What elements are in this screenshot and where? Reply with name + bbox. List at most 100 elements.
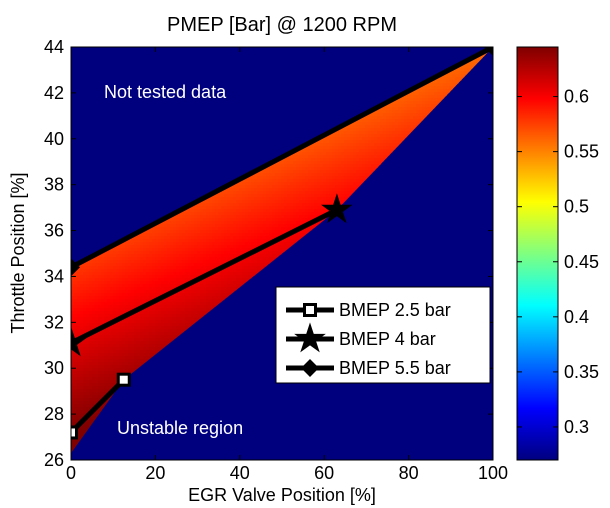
heatmap-cell	[119, 293, 123, 297]
heatmap-cell	[98, 284, 102, 288]
heatmap-cell	[113, 338, 117, 342]
heatmap-cell	[128, 248, 132, 252]
heatmap-cell	[92, 317, 96, 321]
heatmap-cell	[110, 254, 114, 258]
heatmap-cell	[107, 356, 111, 360]
heatmap-cell	[92, 371, 96, 375]
heatmap-cell	[83, 362, 87, 366]
heatmap-cell	[107, 332, 111, 336]
heatmap-cell	[89, 278, 93, 282]
heatmap-cell	[101, 254, 105, 258]
heatmap-cell	[122, 299, 126, 303]
heatmap-cell	[92, 263, 96, 267]
heatmap-cell	[89, 287, 93, 291]
heatmap-cell	[92, 320, 96, 324]
heatmap-cell	[80, 317, 84, 321]
heatmap-cell	[101, 392, 105, 396]
heatmap-cell	[83, 269, 87, 273]
heatmap-cell	[107, 368, 111, 372]
heatmap-cell	[122, 332, 126, 336]
heatmap-cell	[71, 413, 75, 417]
heatmap-cell	[110, 341, 114, 345]
heatmap-cell	[80, 410, 84, 414]
heatmap-cell	[101, 407, 105, 411]
heatmap-cell	[89, 296, 93, 300]
heatmap-cell	[74, 389, 78, 393]
heatmap-cell	[101, 332, 105, 336]
heatmap-cell	[77, 302, 81, 306]
heatmap-cell	[104, 308, 108, 312]
heatmap-cell	[122, 323, 126, 327]
heatmap-cell	[83, 428, 87, 432]
heatmap-cell	[83, 275, 87, 279]
heatmap-cell	[92, 308, 96, 312]
heatmap-cell	[71, 389, 75, 393]
heatmap-cell	[71, 281, 75, 285]
heatmap-cell	[125, 323, 129, 327]
heatmap-cell	[119, 299, 123, 303]
heatmap-cell	[74, 383, 78, 387]
heatmap-cell	[101, 341, 105, 345]
heatmap-cell	[119, 365, 123, 369]
heatmap-cell	[80, 374, 84, 378]
heatmap-cell	[128, 251, 132, 255]
heatmap-cell	[98, 377, 102, 381]
heatmap-cell	[113, 299, 117, 303]
heatmap-cell	[89, 359, 93, 363]
heatmap-cell	[107, 359, 111, 363]
heatmap-cell	[125, 362, 129, 366]
heatmap-cell	[74, 284, 78, 288]
heatmap-cell	[80, 275, 84, 279]
heatmap-cell	[116, 293, 120, 297]
heatmap-cell	[92, 311, 96, 315]
heatmap-cell	[80, 296, 84, 300]
heatmap-cell	[98, 338, 102, 342]
heatmap-cell	[113, 296, 117, 300]
heatmap-cell	[74, 365, 78, 369]
heatmap-cell	[107, 341, 111, 345]
heatmap-cell	[113, 377, 117, 381]
heatmap-cell	[125, 335, 129, 339]
heatmap-cell	[101, 350, 105, 354]
heatmap-cell	[119, 350, 123, 354]
heatmap-cell	[104, 392, 108, 396]
heatmap-cell	[83, 287, 87, 291]
heatmap-cell	[83, 278, 87, 282]
heatmap-cell	[83, 341, 87, 345]
heatmap-cell	[92, 278, 96, 282]
heatmap-cell	[74, 401, 78, 405]
heatmap-cell	[89, 368, 93, 372]
heatmap-cell	[98, 389, 102, 393]
heatmap-cell	[95, 290, 99, 294]
heatmap-cell	[116, 308, 120, 312]
heatmap-cell	[116, 269, 120, 273]
heatmap-cell	[122, 335, 126, 339]
heatmap-cell	[116, 284, 120, 288]
heatmap-cell	[101, 290, 105, 294]
heatmap-cell	[104, 257, 108, 261]
heatmap-cell	[80, 356, 84, 360]
heatmap-cell	[113, 311, 117, 315]
heatmap-cell	[86, 320, 90, 324]
heatmap-cell	[125, 284, 129, 288]
heatmap-cell	[80, 425, 84, 429]
heatmap-cell	[119, 338, 123, 342]
heatmap-cell	[71, 314, 75, 318]
heatmap-cell	[89, 323, 93, 327]
heatmap-cell	[95, 320, 99, 324]
heatmap-cell	[92, 416, 96, 420]
heatmap-cell	[92, 347, 96, 351]
heatmap-cell	[122, 338, 126, 342]
heatmap-cell	[125, 299, 129, 303]
heatmap-cell	[80, 326, 84, 330]
heatmap-cell	[101, 371, 105, 375]
heatmap-cell	[83, 281, 87, 285]
heatmap-cell	[77, 326, 81, 330]
heatmap-cell	[113, 257, 117, 261]
heatmap-cell	[119, 341, 123, 345]
heatmap-cell	[83, 422, 87, 426]
heatmap-cell	[116, 302, 120, 306]
heatmap-cell	[116, 248, 120, 252]
heatmap-cell	[125, 329, 129, 333]
heatmap-cell	[104, 341, 108, 345]
